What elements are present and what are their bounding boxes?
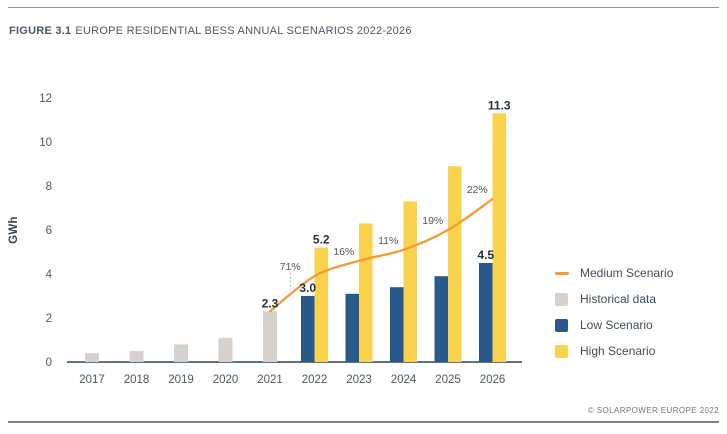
copyright-note: © SOLARPOWER EUROPE 2022 xyxy=(587,406,719,415)
x-tick-label: 2025 xyxy=(435,374,461,386)
legend-item-medium-scenario: Medium Scenario xyxy=(555,264,673,282)
y-tick-label: 4 xyxy=(46,269,53,281)
bar-historical-data-2021 xyxy=(263,311,277,362)
growth-label-16%: 16% xyxy=(333,246,354,258)
growth-label-22%: 22% xyxy=(467,184,488,196)
legend-label: Medium Scenario xyxy=(580,266,674,280)
high-scenario-swatch xyxy=(555,344,569,358)
x-tick-label: 2022 xyxy=(302,374,328,386)
bar-high-scenario-2026 xyxy=(492,113,506,363)
value-label-11.3: 11.3 xyxy=(488,98,511,112)
bar-high-scenario-2025 xyxy=(448,166,462,362)
value-label-5.2: 5.2 xyxy=(313,233,330,247)
bar-low-scenario-2025 xyxy=(434,276,448,362)
bar-high-scenario-2024 xyxy=(403,201,417,362)
x-tick-label: 2023 xyxy=(346,374,372,386)
x-tick-label: 2017 xyxy=(79,374,105,386)
bar-historical-data-2017 xyxy=(85,353,99,362)
legend-item-low-scenario: Low Scenario xyxy=(555,316,673,334)
value-label-2.3: 2.3 xyxy=(262,296,279,310)
bar-low-scenario-2026 xyxy=(479,263,493,362)
x-tick-label: 2018 xyxy=(124,374,150,386)
bar-historical-data-2019 xyxy=(174,344,188,362)
bar-low-scenario-2023 xyxy=(345,293,359,362)
value-label-3.0: 3.0 xyxy=(299,281,316,295)
bar-historical-data-2020 xyxy=(218,337,233,362)
y-tick-label: 10 xyxy=(39,137,52,149)
legend-label: Historical data xyxy=(580,292,657,306)
bar-historical-data-2018 xyxy=(129,351,144,362)
figure-title: FIGURE 3.1 EUROPE RESIDENTIAL BESS ANNUAL… xyxy=(9,25,412,37)
medium-scenario-line xyxy=(268,198,494,313)
legend-item-historical-data: Historical data xyxy=(555,290,673,308)
y-tick-label: 6 xyxy=(46,225,52,237)
bar-low-scenario-2022 xyxy=(301,296,315,362)
growth-label-19%: 19% xyxy=(422,215,443,227)
figure-title-text: EUROPE RESIDENTIAL BESS ANNUAL SCENARIOS… xyxy=(75,25,412,37)
y-axis-label: GWh xyxy=(8,216,20,244)
medium-scenario-line-swatch xyxy=(555,267,569,280)
figure-number: FIGURE 3.1 xyxy=(9,25,72,37)
bar-high-scenario-2023 xyxy=(359,223,373,362)
top-divider xyxy=(8,7,719,8)
value-label-4.5: 4.5 xyxy=(477,248,494,262)
x-tick-label: 2024 xyxy=(391,374,417,386)
y-tick-label: 2 xyxy=(46,313,52,325)
y-tick-label: 0 xyxy=(46,357,52,369)
x-tick-label: 2021 xyxy=(257,374,283,386)
bar-low-scenario-2024 xyxy=(390,287,404,362)
growth-label-71%: 71% xyxy=(280,261,301,273)
x-tick-label: 2026 xyxy=(480,374,506,386)
y-tick-label: 12 xyxy=(39,93,52,105)
historical-data-swatch xyxy=(555,292,569,306)
bottom-divider xyxy=(8,421,719,423)
legend-label: High Scenario xyxy=(580,344,656,358)
chart-legend: Medium Scenario Historical data Low Scen… xyxy=(555,264,673,368)
y-tick-label: 8 xyxy=(46,181,52,193)
bar-high-scenario-2022 xyxy=(314,247,328,362)
legend-label: Low Scenario xyxy=(580,318,653,332)
x-tick-label: 2020 xyxy=(213,374,239,386)
low-scenario-swatch xyxy=(555,318,569,332)
legend-item-high-scenario: High Scenario xyxy=(555,342,673,360)
growth-label-11%: 11% xyxy=(378,235,398,247)
x-tick-label: 2019 xyxy=(168,374,194,386)
